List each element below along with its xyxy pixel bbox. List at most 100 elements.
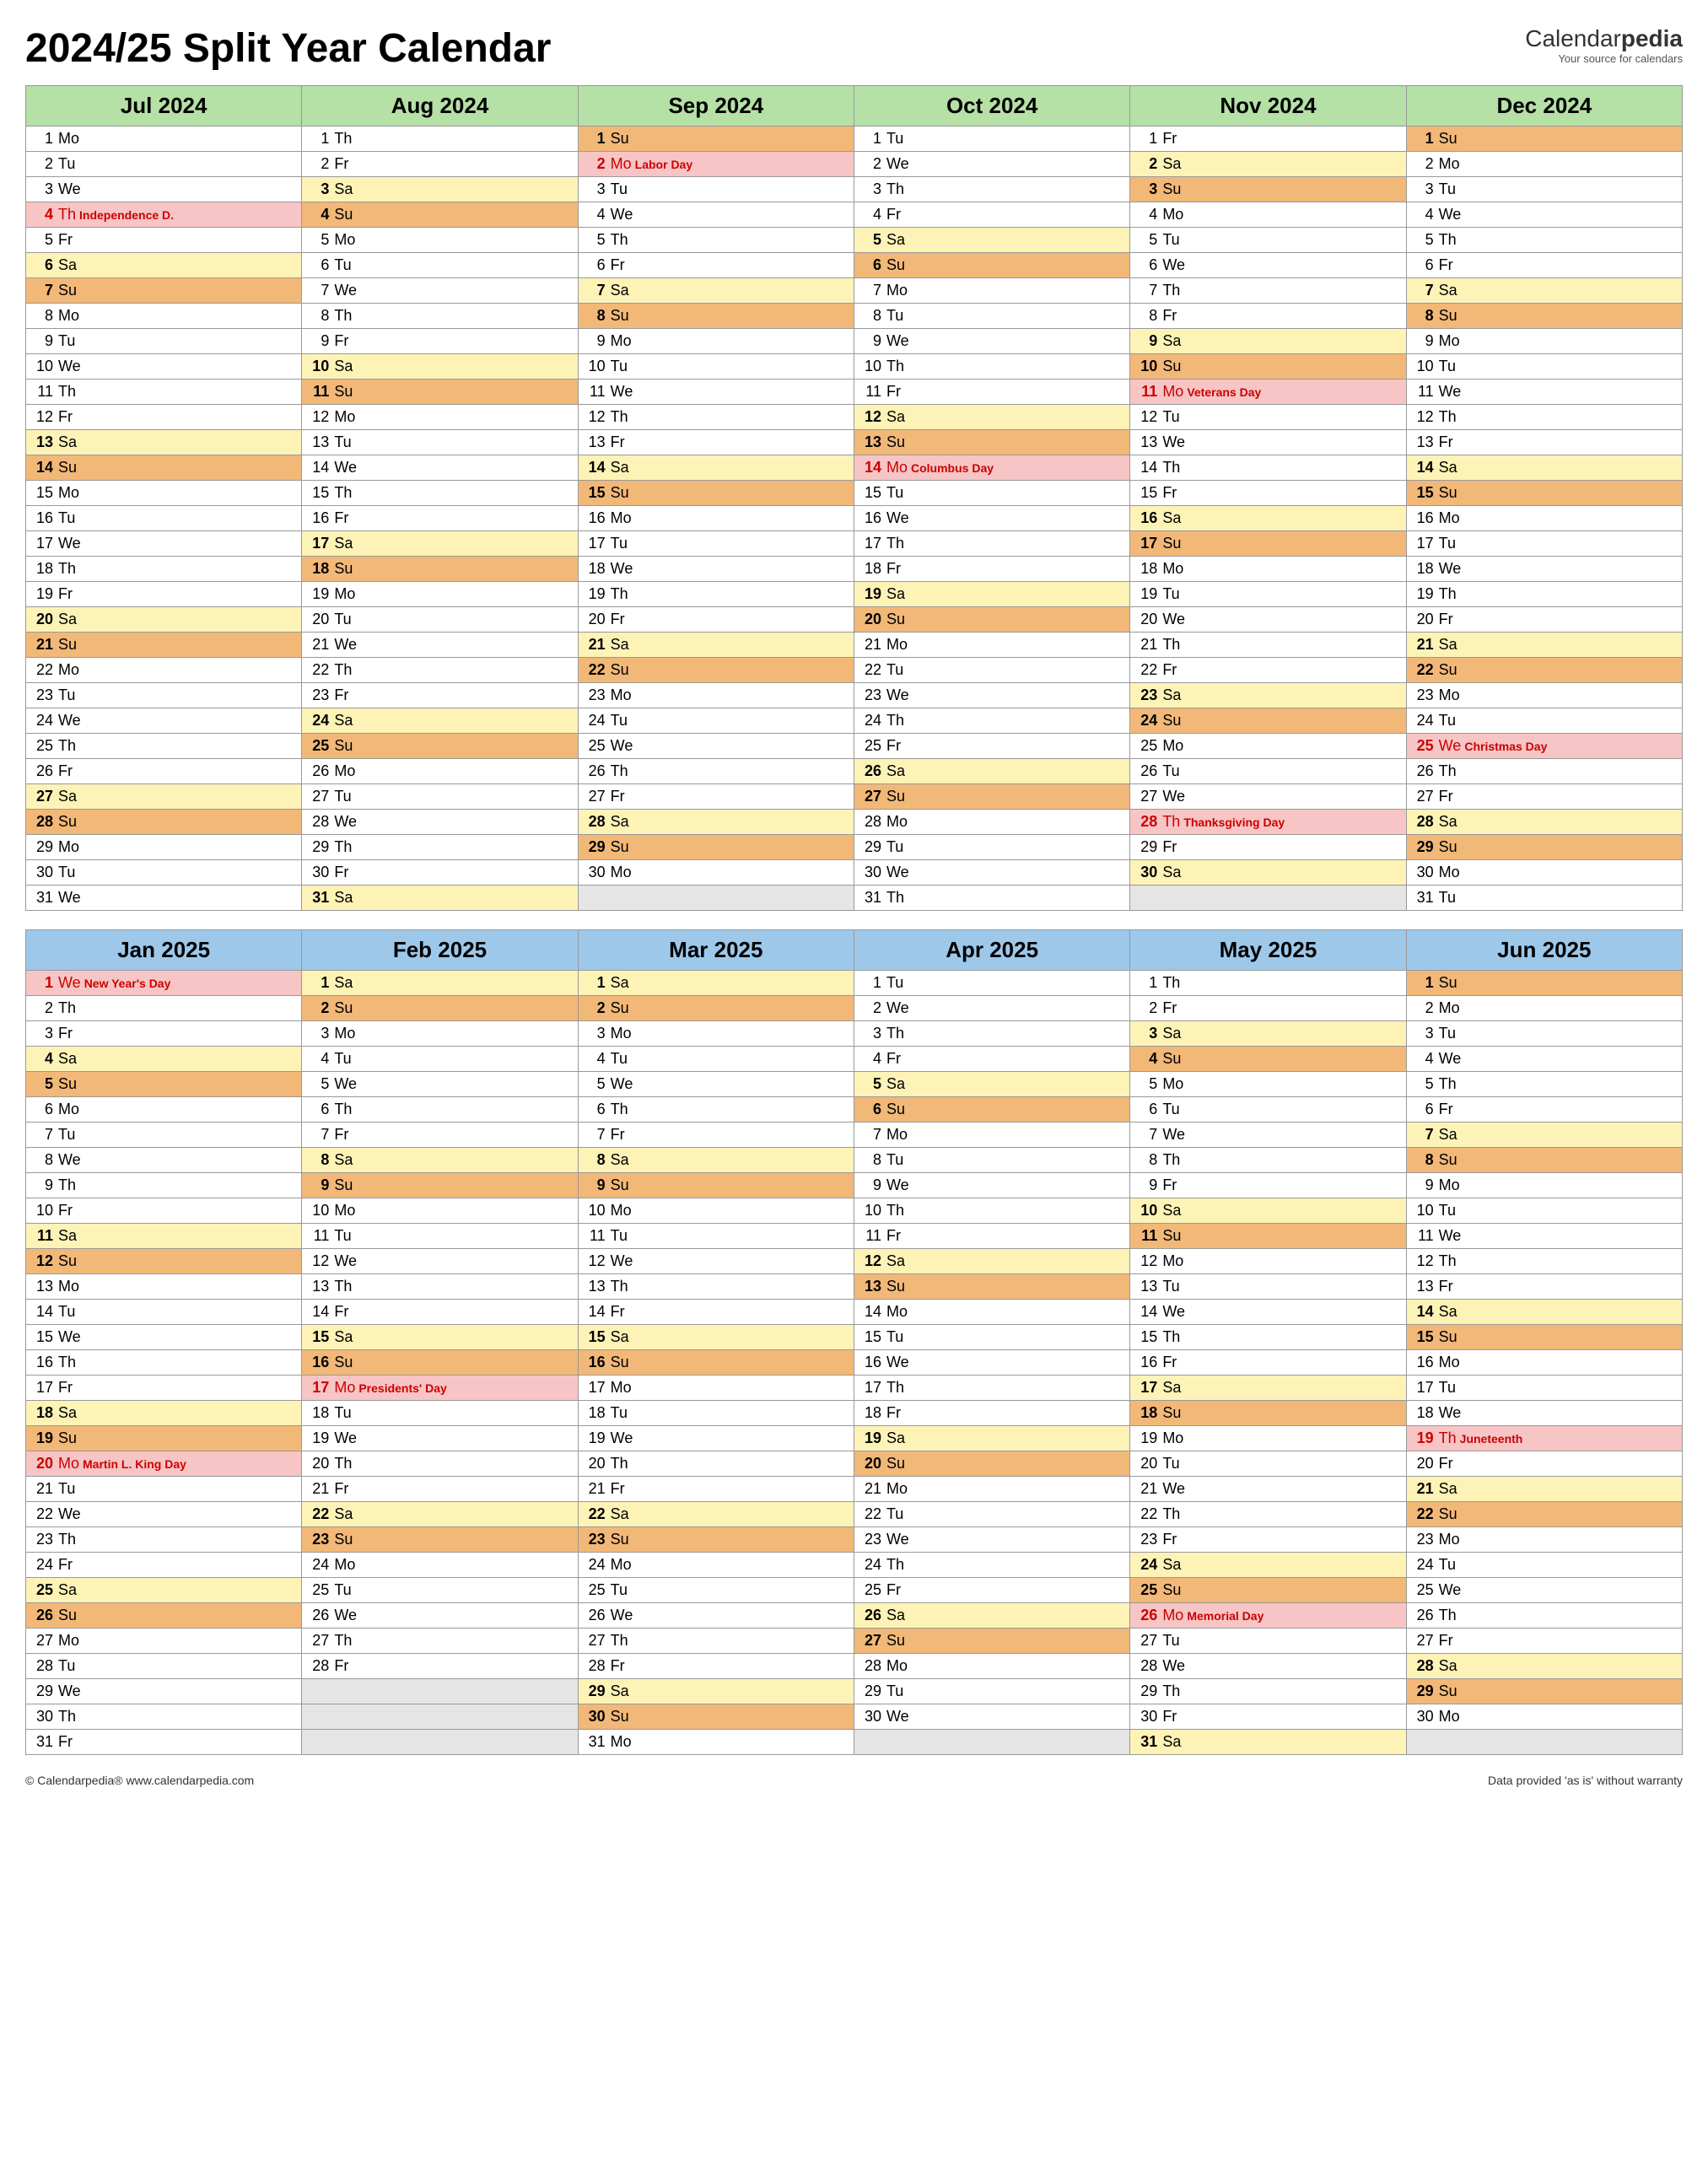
- day-cell: 11Th: [26, 380, 302, 405]
- day-of-week: Th: [1162, 1328, 1180, 1345]
- day-cell: 8We: [26, 1148, 302, 1173]
- day-cell: 23Su: [302, 1527, 578, 1553]
- day-number: 8: [307, 307, 329, 325]
- day-of-week: Su: [58, 1429, 77, 1446]
- day-number: 11: [859, 1227, 881, 1245]
- day-cell: 11MoVeterans Day: [1130, 380, 1406, 405]
- day-cell: 27Su: [854, 1629, 1129, 1654]
- day-cell: 10Tu: [1406, 354, 1682, 380]
- day-cell: 18Tu: [302, 1401, 578, 1426]
- day-of-week: We: [886, 509, 909, 526]
- day-cell: 2Mo: [1406, 996, 1682, 1021]
- day-of-week: Fr: [334, 686, 348, 703]
- day-of-week: Sa: [334, 712, 353, 729]
- day-cell: 11We: [1406, 1224, 1682, 1249]
- day-of-week: We: [334, 813, 357, 830]
- day-cell: 12We: [302, 1249, 578, 1274]
- day-cell: 11Fr: [854, 1224, 1129, 1249]
- day-of-week: We: [1162, 611, 1185, 627]
- day-cell: 19ThJuneteenth: [1406, 1426, 1682, 1451]
- day-number: 9: [307, 1176, 329, 1194]
- day-of-week: Sa: [611, 1328, 629, 1345]
- day-cell: 1 Su: [1406, 971, 1682, 996]
- day-number: 1: [307, 974, 329, 992]
- day-of-week: Th: [334, 838, 352, 855]
- day-number: 2: [859, 999, 881, 1017]
- day-number: 1: [1412, 974, 1434, 992]
- day-number: 10: [31, 1202, 53, 1219]
- day-cell: 25Sa: [26, 1578, 302, 1603]
- day-number: 24: [307, 712, 329, 730]
- day-number: 15: [584, 484, 606, 502]
- day-of-week: Tu: [886, 1328, 903, 1345]
- day-number: 8: [31, 307, 53, 325]
- day-of-week: Su: [611, 484, 629, 501]
- day-cell: [578, 886, 854, 911]
- day-cell: 2Sa: [1130, 152, 1406, 177]
- day-of-week: Fr: [1439, 611, 1453, 627]
- day-of-week: Tu: [334, 611, 351, 627]
- day-number: 5: [31, 1075, 53, 1093]
- day-number: 21: [31, 636, 53, 654]
- day-of-week: Mo: [611, 509, 632, 526]
- day-number: 18: [584, 1404, 606, 1422]
- day-of-week: Mo: [611, 1733, 632, 1750]
- day-cell: 13Mo: [26, 1274, 302, 1300]
- day-of-week: Sa: [611, 1151, 629, 1168]
- day-number: 17: [1135, 1379, 1157, 1397]
- day-cell: 24Th: [854, 1553, 1129, 1578]
- day-number: 30: [1135, 864, 1157, 881]
- day-of-week: Fr: [1162, 130, 1177, 147]
- day-of-week: Tu: [611, 358, 628, 374]
- day-of-week: Tu: [58, 155, 75, 172]
- day-number: 24: [1135, 712, 1157, 730]
- day-number: 5: [584, 1075, 606, 1093]
- day-number: 15: [307, 1328, 329, 1346]
- day-number: 6: [1412, 1101, 1434, 1118]
- brand-tagline: Your source for calendars: [1525, 52, 1683, 65]
- day-cell: 20Su: [854, 1451, 1129, 1477]
- day-of-week: We: [1162, 256, 1185, 273]
- day-cell: 17Fr: [26, 1376, 302, 1401]
- day-number: 7: [307, 282, 329, 299]
- day-number: 22: [307, 1505, 329, 1523]
- day-number: 19: [584, 585, 606, 603]
- day-cell: 2We: [854, 152, 1129, 177]
- day-number: 16: [859, 1354, 881, 1371]
- day-number: 23: [1135, 1531, 1157, 1548]
- day-number: 14: [307, 459, 329, 476]
- day-of-week: Th: [1439, 585, 1457, 602]
- day-cell: 7Fr: [302, 1123, 578, 1148]
- day-of-week: We: [334, 1429, 357, 1446]
- day-cell: 11Su: [1130, 1224, 1406, 1249]
- brand-name: Calendarpedia: [1525, 25, 1683, 52]
- day-cell: 30Fr: [1130, 1704, 1406, 1730]
- day-cell: 30Fr: [302, 860, 578, 886]
- day-cell: 28We: [302, 810, 578, 835]
- day-cell: 10Sa: [302, 354, 578, 380]
- day-of-week: Tu: [1439, 1379, 1456, 1396]
- day-of-week: Sa: [886, 1075, 905, 1092]
- day-cell: 22Tu: [854, 1502, 1129, 1527]
- day-of-week: Th: [886, 358, 904, 374]
- day-number: 15: [859, 484, 881, 502]
- day-of-week: Tu: [886, 130, 903, 147]
- day-of-week: Th: [334, 1101, 352, 1117]
- day-cell: 30Mo: [1406, 1704, 1682, 1730]
- day-cell: 31Tu: [1406, 886, 1682, 911]
- day-cell: 29Sa: [578, 1679, 854, 1704]
- day-cell: 3We: [26, 177, 302, 202]
- day-number: 23: [584, 1531, 606, 1548]
- day-number: 19: [307, 585, 329, 603]
- day-of-week: We: [611, 560, 633, 577]
- day-cell: 14Su: [26, 455, 302, 481]
- day-number: 13: [307, 1278, 329, 1295]
- day-cell: 28ThThanksgiving Day: [1130, 810, 1406, 835]
- day-of-week: Su: [1439, 974, 1457, 991]
- day-number: 18: [307, 1404, 329, 1422]
- day-number: 3: [1135, 180, 1157, 198]
- day-of-week: Mo: [1162, 1607, 1183, 1623]
- day-of-week: Sa: [611, 813, 629, 830]
- day-number: 3: [584, 180, 606, 198]
- day-number: 12: [307, 408, 329, 426]
